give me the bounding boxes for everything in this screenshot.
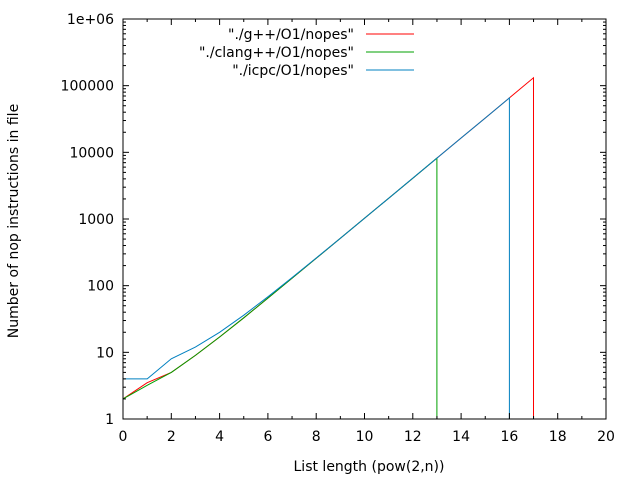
legend: "./g++/O1/nopes" "./clang++/O1/nopes" "./i…	[199, 27, 414, 79]
y-tick-label: 10000	[69, 145, 114, 161]
y-tick-label: 1	[105, 412, 114, 428]
x-tick-label: 6	[263, 429, 272, 445]
x-tick-label: 8	[312, 429, 321, 445]
y-tick-label: 100	[87, 279, 114, 295]
legend-label-1: "./g++/O1/nopes"	[228, 27, 354, 43]
x-tick-label: 18	[549, 429, 567, 445]
y-tick-label: 1000	[78, 212, 114, 228]
x-tick-label: 4	[215, 429, 224, 445]
legend-label-2: "./clang++/O1/nopes"	[199, 45, 354, 61]
x-tick-label: 2	[167, 429, 176, 445]
series-line-3	[123, 96, 510, 419]
axes-layer: 0 2 4 6 8 10 12 14 16 18 20 1 10 100 1000 10000 100000 1e…	[61, 12, 615, 445]
x-tick-label: 16	[500, 429, 518, 445]
x-tick-label: 14	[452, 429, 470, 445]
x-axis-label: List length (pow(2,n))	[294, 459, 445, 475]
y-tick-label: 100000	[61, 79, 114, 95]
series-layer	[122, 76, 534, 419]
y-tick-label: 1e+06	[67, 12, 114, 28]
y-tick-label: 10	[96, 345, 114, 361]
x-tick-label: 20	[597, 429, 615, 445]
legend-label-3: "./icpc/O1/nopes"	[232, 63, 354, 79]
x-tick-label: 12	[404, 429, 422, 445]
x-tick-label: 0	[119, 429, 128, 445]
y-axis-label: Number of nop instructions in file	[6, 104, 22, 338]
x-tick-label: 10	[356, 429, 374, 445]
